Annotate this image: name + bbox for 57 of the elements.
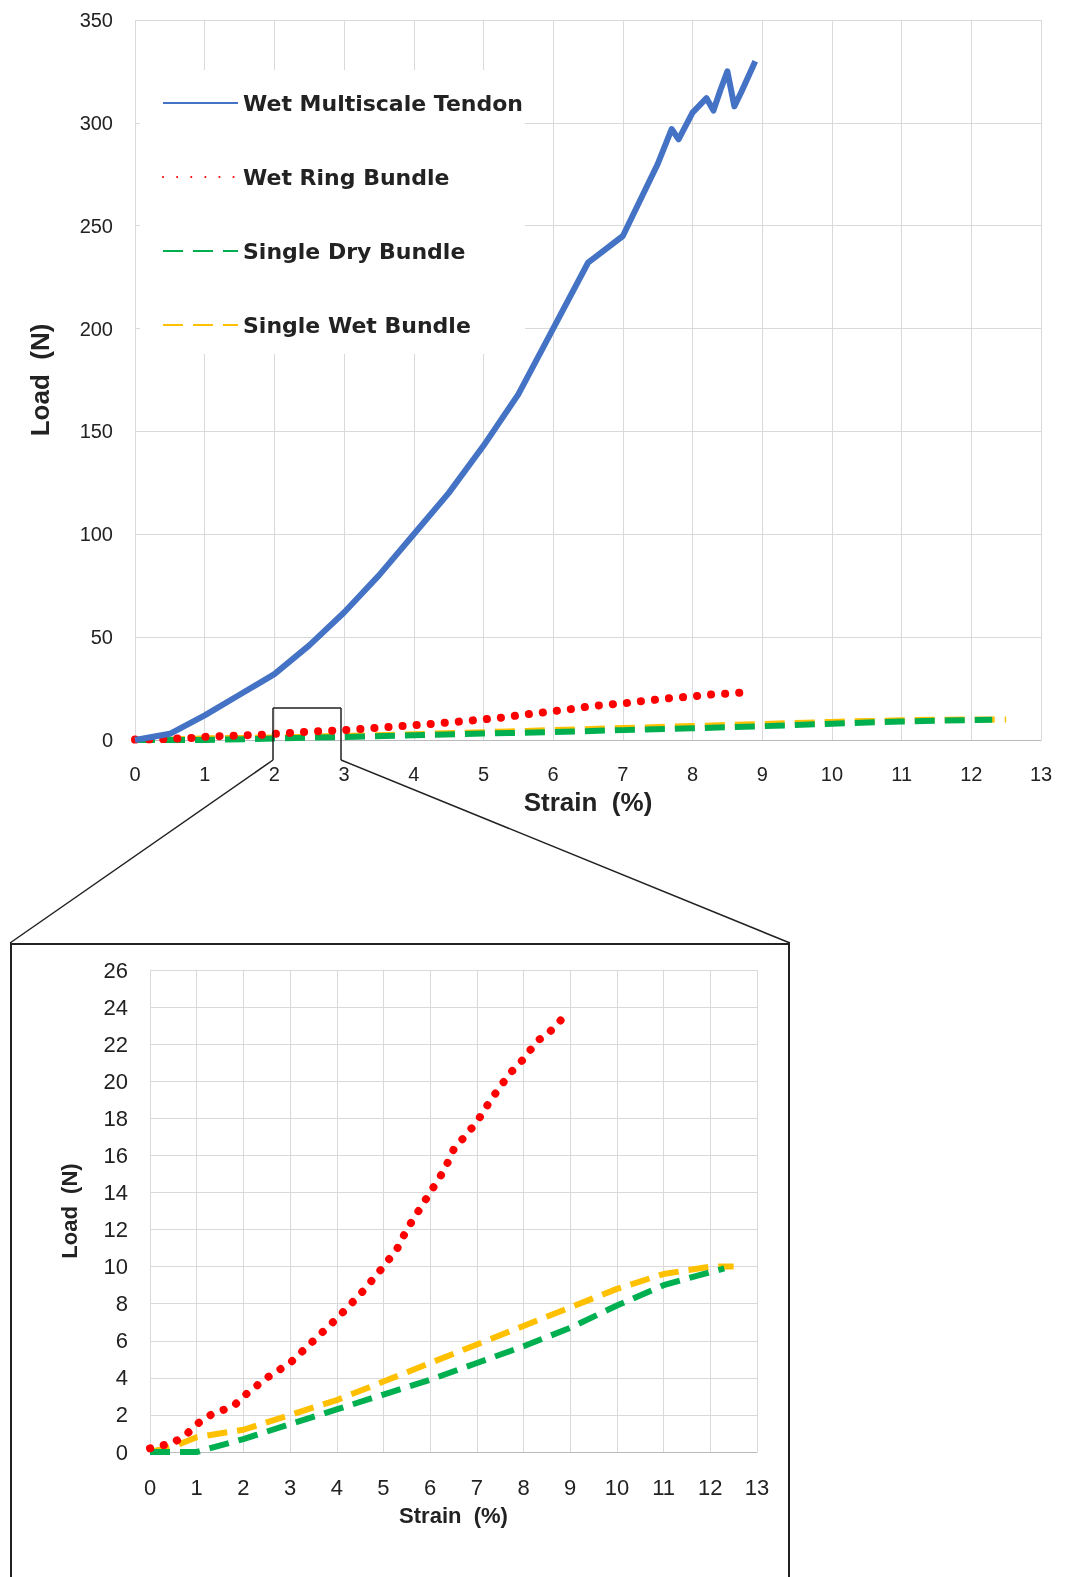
- y-tick-label: 150: [79, 420, 113, 443]
- y-tick-label: 26: [103, 957, 128, 983]
- y-tick-label: 8: [115, 1291, 128, 1317]
- x-tick-label: 3: [283, 1474, 297, 1500]
- x-tick-label: 12: [698, 1474, 723, 1500]
- y-tick-label: 4: [115, 1365, 128, 1391]
- x-tick-label: 2: [237, 1474, 250, 1500]
- y-tick-label: 50: [90, 626, 113, 649]
- legend-label: Wet Ring Bundle: [243, 164, 450, 190]
- x-axis-title: Strain (%): [399, 1502, 508, 1528]
- x-tick-label: 1: [199, 763, 211, 785]
- y-tick-label: 24: [103, 994, 128, 1020]
- y-tick-label: 12: [103, 1217, 128, 1243]
- y-axis-title: Load (N): [56, 1163, 82, 1259]
- x-tick-label: 9: [564, 1474, 577, 1500]
- y-tick-label: 22: [103, 1031, 128, 1057]
- y-tick-label: 100: [79, 523, 113, 546]
- y-tick-label: 0: [101, 729, 113, 751]
- x-tick-label: 6: [547, 763, 559, 785]
- x-tick-label: 7: [617, 763, 629, 785]
- x-tick-label: 10: [604, 1474, 630, 1500]
- y-tick-label: 300: [79, 111, 113, 134]
- x-tick-label: 2: [268, 763, 280, 785]
- x-tick-label: 5: [377, 1474, 390, 1500]
- y-tick-label: 6: [115, 1328, 128, 1354]
- x-tick-label: 11: [891, 763, 912, 785]
- y-tick-label: 200: [79, 317, 113, 340]
- x-tick-label: 11: [652, 1474, 676, 1500]
- x-axis-title: Strain (%): [523, 786, 653, 817]
- legend-label: Single Dry Bundle: [243, 238, 466, 264]
- legend-label: Wet Multiscale Tendon: [243, 90, 524, 116]
- x-tick-label: 8: [517, 1474, 530, 1500]
- x-tick-label: 7: [470, 1474, 483, 1500]
- y-tick-label: 14: [103, 1179, 128, 1205]
- y-tick-label: 2: [115, 1402, 128, 1428]
- x-tick-label: 8: [686, 763, 699, 785]
- x-tick-label: 13: [1029, 763, 1053, 785]
- x-tick-label: 1: [190, 1474, 203, 1500]
- x-tick-label: 4: [330, 1474, 343, 1500]
- x-tick-label: 6: [424, 1474, 437, 1500]
- y-tick-label: 0: [115, 1439, 128, 1465]
- x-tick-label: 0: [143, 1474, 157, 1500]
- x-tick-label: 9: [756, 763, 768, 785]
- y-tick-label: 250: [79, 214, 113, 237]
- x-tick-label: 3: [338, 763, 350, 785]
- legend-label: Single Wet Bundle: [243, 312, 471, 338]
- y-tick-label: 20: [103, 1068, 128, 1094]
- x-tick-label: 13: [744, 1474, 770, 1500]
- x-tick-label: 5: [477, 763, 490, 785]
- y-axis-title: Load (N): [25, 323, 55, 437]
- x-tick-label: 4: [408, 763, 420, 785]
- x-tick-label: 12: [960, 763, 983, 785]
- y-tick-label: 18: [103, 1105, 128, 1131]
- y-tick-label: 16: [103, 1142, 128, 1168]
- y-tick-label: 10: [103, 1254, 128, 1280]
- y-tick-label: 350: [79, 9, 113, 31]
- x-tick-label: 10: [820, 763, 844, 785]
